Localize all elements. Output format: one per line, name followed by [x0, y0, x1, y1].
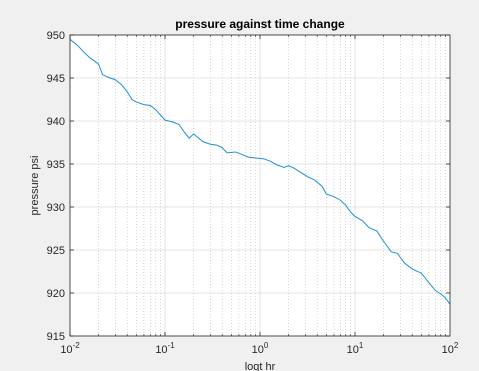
- y-tick-label: 915: [47, 331, 65, 343]
- y-axis-label: pressure psi: [29, 156, 41, 216]
- y-tick-label: 930: [47, 202, 65, 214]
- y-tick-label: 925: [47, 245, 65, 257]
- y-tick-label: 945: [47, 73, 65, 85]
- series-line: [69, 38, 451, 305]
- x-tick-label: 101: [347, 341, 364, 356]
- y-tick-labels: 915 920 925 930 935 940 945 950: [47, 30, 65, 343]
- y-tick-label: 935: [47, 159, 65, 171]
- y-tick-label: 920: [47, 288, 65, 300]
- x-axis-label: logt hr: [245, 361, 276, 371]
- y-tick-label: 950: [47, 30, 65, 42]
- x-tick-label: 102: [442, 341, 459, 356]
- x-tick-label: 10-2: [60, 341, 80, 356]
- data-series: [69, 38, 451, 305]
- x-tick-label: 10-1: [155, 341, 175, 356]
- chart-title: pressure against time change: [175, 17, 345, 31]
- x-tick-label: 100: [252, 341, 269, 356]
- grid: [69, 34, 450, 337]
- y-tick-label: 940: [47, 116, 65, 128]
- tick-marks: [69, 34, 450, 337]
- x-tick-labels: 10-2 10-1 100 101 102: [60, 341, 459, 356]
